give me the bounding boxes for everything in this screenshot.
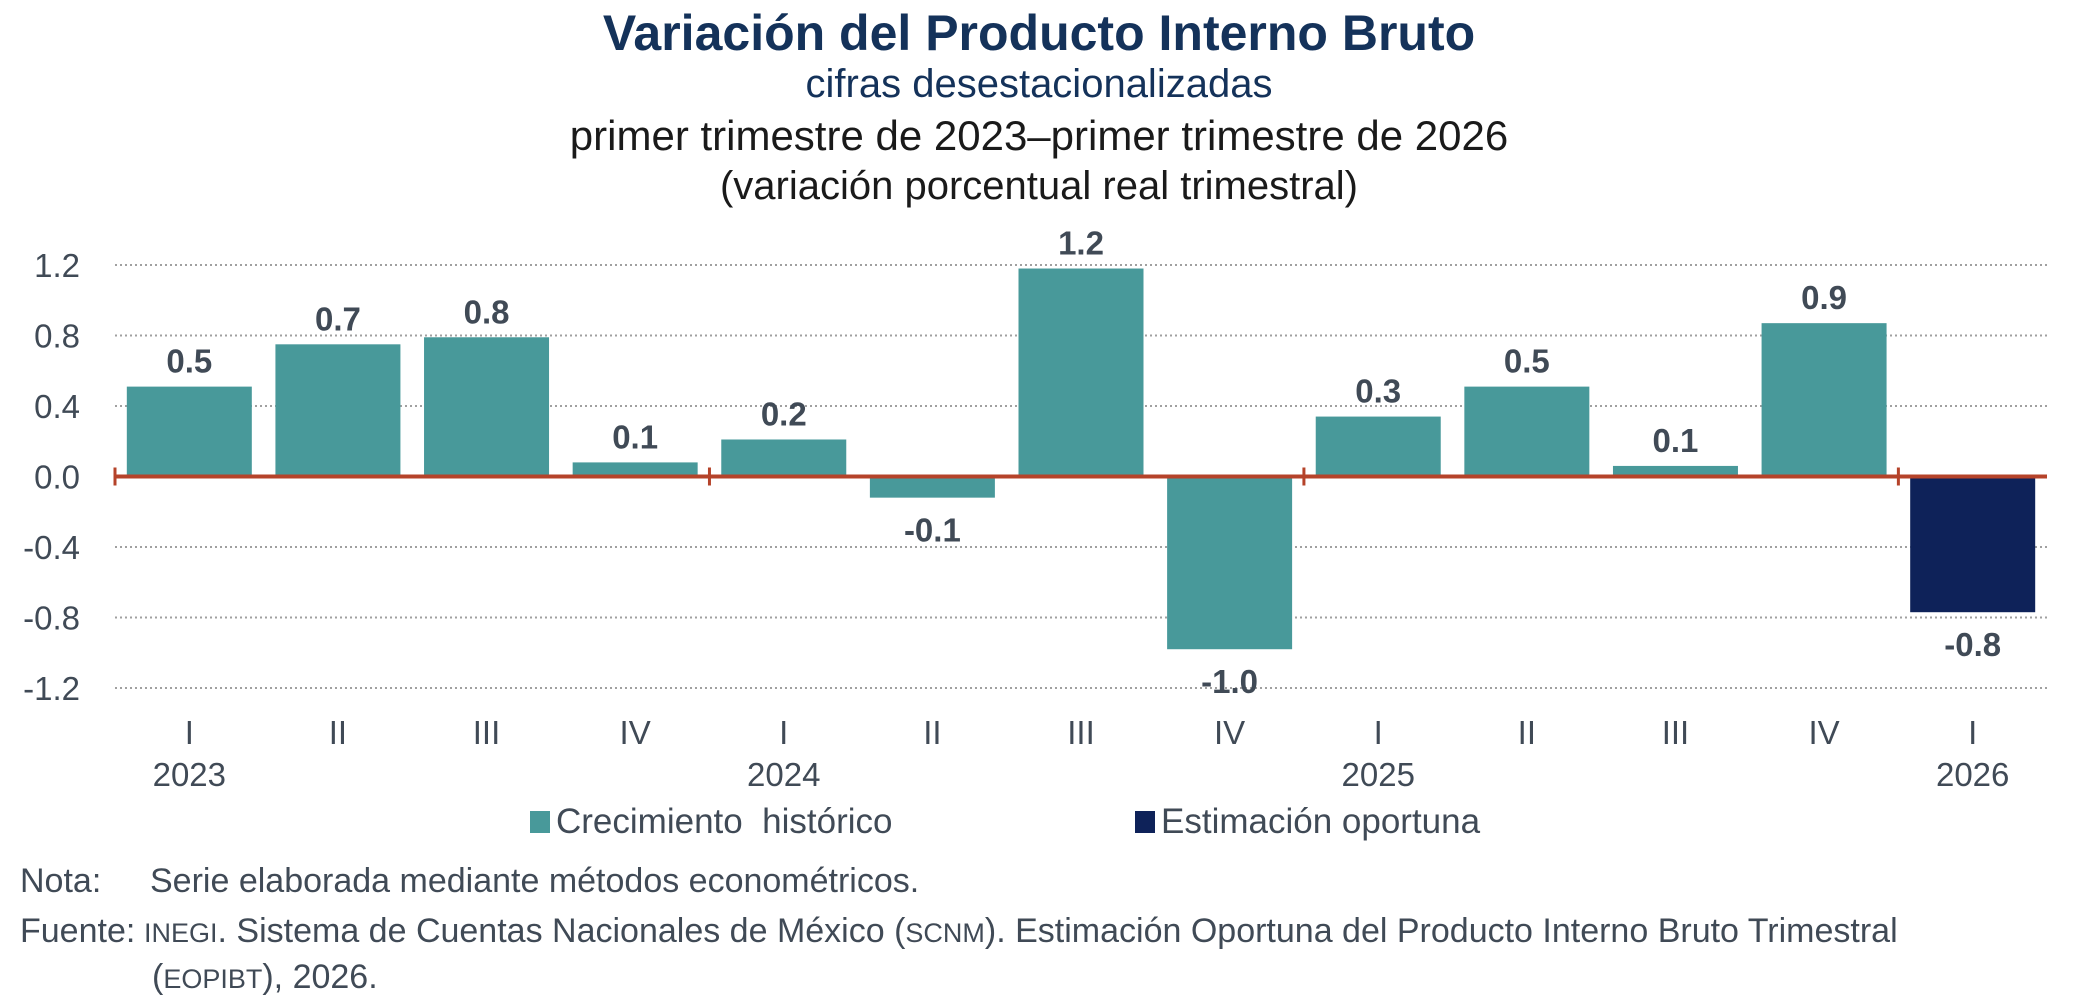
y-tick-label: 0.0 <box>34 459 80 496</box>
bar <box>1018 268 1144 477</box>
bar <box>1464 386 1590 477</box>
source-line-2: (EOPIBT), 2026. <box>152 958 378 997</box>
x-tick-label: III <box>1067 714 1095 751</box>
bar-chart: 1.20.80.40.0-0.4-0.8-1.20.5I0.7II0.8III0… <box>23 225 2047 793</box>
year-label: 2024 <box>747 756 820 793</box>
data-label: 0.1 <box>612 418 658 455</box>
bar <box>1315 416 1441 477</box>
source-label: Fuente: <box>20 912 136 950</box>
bar <box>572 462 698 477</box>
source-text: ), 2026. <box>262 958 378 996</box>
data-label: 0.5 <box>1504 343 1550 380</box>
source-line: Fuente: INEGI. Sistema de Cuentas Naciona… <box>20 912 1898 951</box>
y-tick-label: 0.4 <box>34 388 80 425</box>
y-tick-label: -0.4 <box>23 529 80 566</box>
bar <box>424 337 550 477</box>
y-tick-label: 1.2 <box>34 247 80 284</box>
bar <box>1612 465 1738 477</box>
x-tick-label: II <box>329 714 347 751</box>
legend-item-historico: Crecimiento histórico <box>530 802 893 842</box>
source-scnm: SCNM <box>905 918 985 948</box>
chart-period: primer trimestre de 2023–primer trimestr… <box>569 112 1509 159</box>
source-inegi: INEGI <box>144 918 218 948</box>
x-tick-label: IV <box>1808 714 1839 751</box>
note-line: Nota: Serie elaborada mediante métodos ec… <box>20 862 919 901</box>
source-text: ( <box>152 958 164 996</box>
year-label: 2025 <box>1342 756 1415 793</box>
x-tick-label: III <box>473 714 501 751</box>
x-tick-label: I <box>779 714 788 751</box>
x-tick-label: I <box>185 714 194 751</box>
x-tick-label: IV <box>1214 714 1245 751</box>
data-label: 0.2 <box>761 395 807 432</box>
data-label: 0.5 <box>166 343 212 380</box>
bar <box>275 344 401 477</box>
year-label: 2023 <box>153 756 226 793</box>
bar <box>1167 476 1293 650</box>
bar <box>1761 323 1887 477</box>
data-label: -0.1 <box>904 512 961 549</box>
data-label: 0.7 <box>315 300 361 337</box>
chart-title: Variación del Producto Interno Bruto <box>602 5 1476 61</box>
x-tick-label: II <box>1518 714 1536 751</box>
bar <box>126 386 252 477</box>
bar <box>1910 476 2036 613</box>
data-label: 0.9 <box>1801 279 1847 316</box>
source-eopibt: EOPIBT <box>163 964 263 994</box>
note-label: Nota: <box>20 862 102 900</box>
chart-units: (variación porcentual real trimestral) <box>719 164 1358 208</box>
data-label: -0.8 <box>1944 626 2001 663</box>
legend-swatch-estimacion <box>1135 811 1155 833</box>
bar <box>721 439 847 477</box>
data-label: -1.0 <box>1201 663 1258 700</box>
x-tick-label: IV <box>620 714 651 751</box>
year-label: 2026 <box>1936 756 2009 793</box>
source-text: ). Estimación Oportuna del Producto Inte… <box>984 912 1898 950</box>
bar <box>869 476 995 498</box>
y-tick-label: -1.2 <box>23 670 80 707</box>
data-label: 0.8 <box>464 293 510 330</box>
x-tick-label: I <box>1374 714 1383 751</box>
note-text: Serie elaborada mediante métodos economé… <box>150 862 920 900</box>
source-text: . Sistema de Cuentas Nacionales de Méxic… <box>217 912 906 950</box>
legend-label: Crecimiento histórico <box>556 802 893 841</box>
data-label: 0.1 <box>1653 422 1699 459</box>
y-tick-label: 0.8 <box>34 318 80 355</box>
chart-subtitle: cifras desestacionalizadas <box>805 62 1273 106</box>
x-tick-label: III <box>1662 714 1690 751</box>
legend-swatch-historico <box>530 811 550 833</box>
x-tick-label: I <box>1968 714 1977 751</box>
data-label: 0.3 <box>1355 373 1401 410</box>
data-label: 1.2 <box>1058 225 1104 262</box>
legend-item-estimacion: Estimación oportuna <box>1135 802 1480 842</box>
x-tick-label: II <box>923 714 941 751</box>
y-tick-label: -0.8 <box>23 600 80 637</box>
legend-label: Estimación oportuna <box>1161 802 1481 841</box>
